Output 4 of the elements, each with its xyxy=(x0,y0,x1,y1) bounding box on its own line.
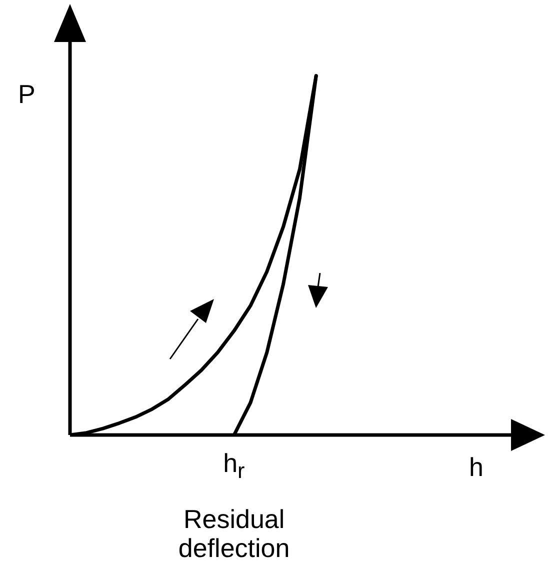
text: h$_{r}$ xyxy=(223,448,245,484)
x-axis-title: h xyxy=(469,452,484,482)
y-axis-title: P xyxy=(18,79,36,109)
text: Residual deflection xyxy=(177,504,291,563)
